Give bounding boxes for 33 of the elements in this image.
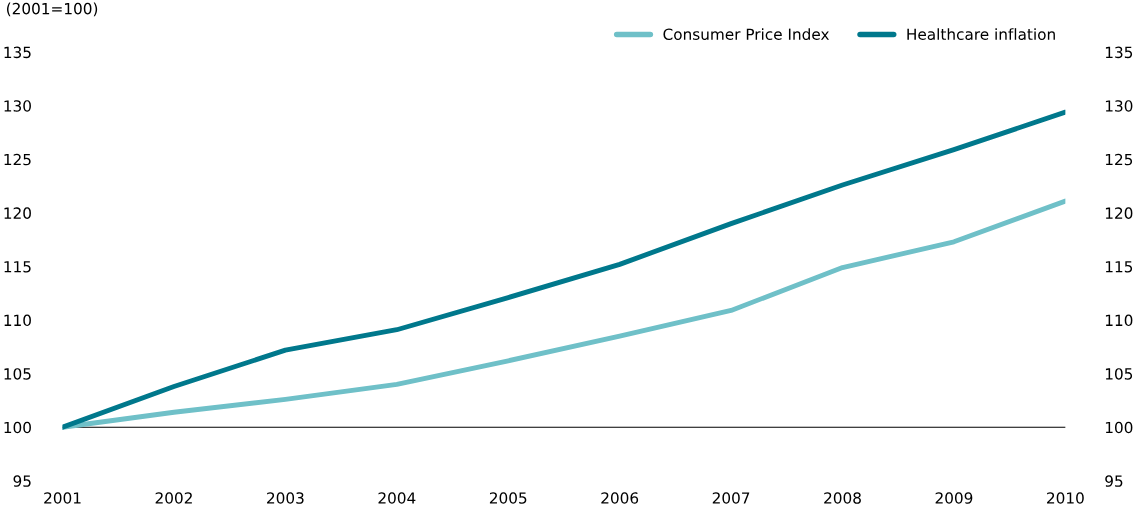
y2-tick-label: 105 [1105, 368, 1133, 380]
x-tick-label: 2006 [601, 492, 639, 504]
y2-tick-label: 120 [1105, 207, 1133, 219]
y-tick-label: 130 [4, 100, 31, 112]
y-tick-label: 120 [4, 207, 31, 219]
y2-tick-label: 100 [1105, 421, 1133, 434]
y-tick-label: 135 [4, 46, 31, 59]
legend-label: Healthcare inflation [907, 28, 1055, 40]
x-tick-label: 2010 [1047, 492, 1084, 504]
y-tick-label: 100 [4, 421, 31, 434]
y2-tick-label: 95 [1105, 475, 1123, 487]
y-tick-label: 110 [4, 314, 31, 327]
y-tick-label: 105 [4, 368, 31, 380]
line-series [62, 109, 1066, 430]
y-axis-title: (2001=100) [7, 2, 98, 17]
y-tick-label: 115 [4, 261, 31, 273]
x-tick-label: 2004 [378, 492, 416, 504]
x-tick-label: 2003 [267, 492, 304, 504]
y2-tick-label: 135 [1105, 46, 1133, 59]
x-tick-label: 2007 [712, 492, 750, 504]
y2-tick-label: 115 [1105, 261, 1133, 273]
y-tick-label: 125 [4, 153, 31, 166]
x-tick-label: 2008 [824, 492, 861, 504]
y2-tick-label: 125 [1105, 153, 1133, 166]
y-tick-label: 95 [13, 475, 31, 487]
x-tick-label: 2002 [155, 492, 192, 504]
x-tick-label: 2005 [489, 492, 527, 504]
y2-tick-label: 110 [1105, 314, 1133, 327]
legend-label: Consumer Price Index [663, 28, 830, 40]
line-series [62, 198, 1066, 430]
x-tick-label: 2001 [44, 492, 81, 504]
x-tick-label: 2009 [935, 492, 973, 504]
y2-tick-label: 130 [1105, 100, 1133, 112]
